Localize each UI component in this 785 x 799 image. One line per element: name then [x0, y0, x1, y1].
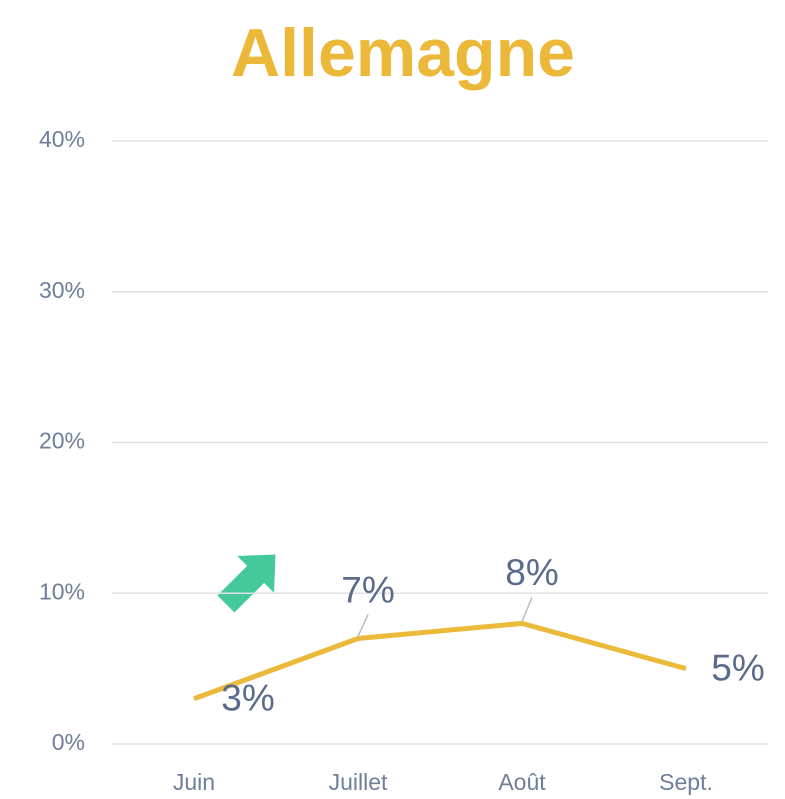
chart-title: Allemagne [231, 15, 575, 91]
y-tick-label: 40% [39, 126, 85, 152]
y-tick-label: 30% [39, 277, 85, 303]
trend-arrow [217, 554, 276, 613]
arrow-shape [217, 554, 276, 613]
x-tick-label: Juillet [329, 769, 388, 795]
y-tick-label: 20% [39, 428, 85, 454]
y-tick-label: 10% [39, 578, 85, 604]
y-tick-label: 0% [52, 729, 85, 755]
data-label: 8% [505, 552, 558, 593]
leader-line [521, 597, 533, 622]
leader-line [357, 614, 369, 637]
data-label: 5% [711, 647, 764, 688]
x-tick-label: Août [498, 769, 546, 795]
data-label: 3% [221, 678, 274, 719]
x-tick-label: Juin [173, 769, 215, 795]
data-line [193, 620, 687, 702]
x-tick-label: Sept. [659, 769, 713, 795]
data-label: 7% [341, 569, 394, 610]
